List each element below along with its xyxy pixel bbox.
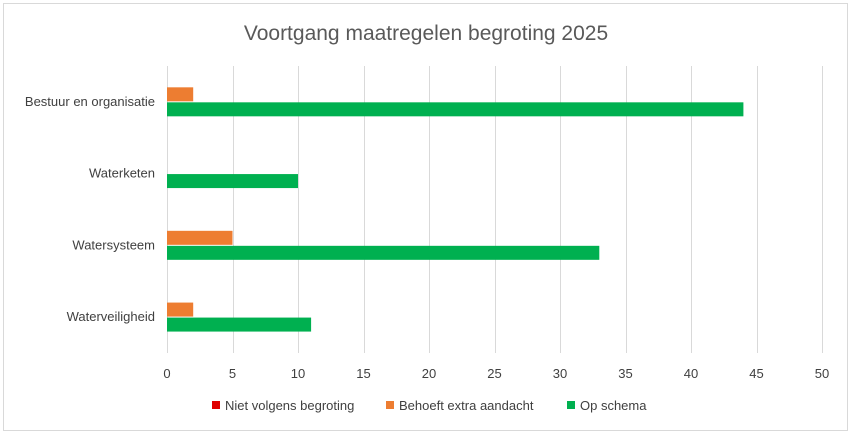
bar-extra-aandacht [167,230,233,245]
x-tick-label: 25 [487,366,501,381]
category-label: Waterveiligheid [67,309,155,324]
bar-op-schema [167,174,298,189]
bar-op-schema [167,317,312,332]
x-tick-label: 50 [815,366,829,381]
category-label: Bestuur en organisatie [25,94,155,109]
legend-item: Op schema [567,398,647,413]
legend-label: Niet volgens begroting [225,398,354,413]
category-label: Watersysteem [72,237,155,252]
x-tick-label: 5 [229,366,236,381]
legend-swatch [567,401,575,409]
x-tick-label: 45 [749,366,763,381]
chart-title: Voortgang maatregelen begroting 2025 [244,22,608,45]
legend: Niet volgens begroting Behoeft extra aand… [212,398,647,413]
x-tick-label: 40 [684,366,698,381]
legend-label: Op schema [580,398,647,413]
bars [167,87,744,332]
category-labels: Bestuur en organisatie Waterketen Watersys… [25,94,155,324]
legend-item: Niet volgens begroting [212,398,354,413]
category-label: Waterketen [89,166,155,181]
x-tick-label: 35 [618,366,632,381]
x-tick-label: 10 [291,366,305,381]
chart-frame [3,3,848,431]
legend-label: Behoeft extra aandacht [399,398,534,413]
bar-op-schema [167,102,744,117]
x-tick-label: 30 [553,366,567,381]
bar-extra-aandacht [167,302,194,317]
legend-item: Behoeft extra aandacht [386,398,534,413]
bar-extra-aandacht [167,87,194,102]
x-tick-label: 15 [356,366,370,381]
legend-swatch [386,401,394,409]
legend-swatch [212,401,220,409]
x-tick-labels: 0 5 10 15 20 25 30 35 40 45 50 [163,366,829,381]
x-tick-label: 0 [163,366,170,381]
bar-op-schema [167,245,600,260]
x-tick-label: 20 [422,366,436,381]
